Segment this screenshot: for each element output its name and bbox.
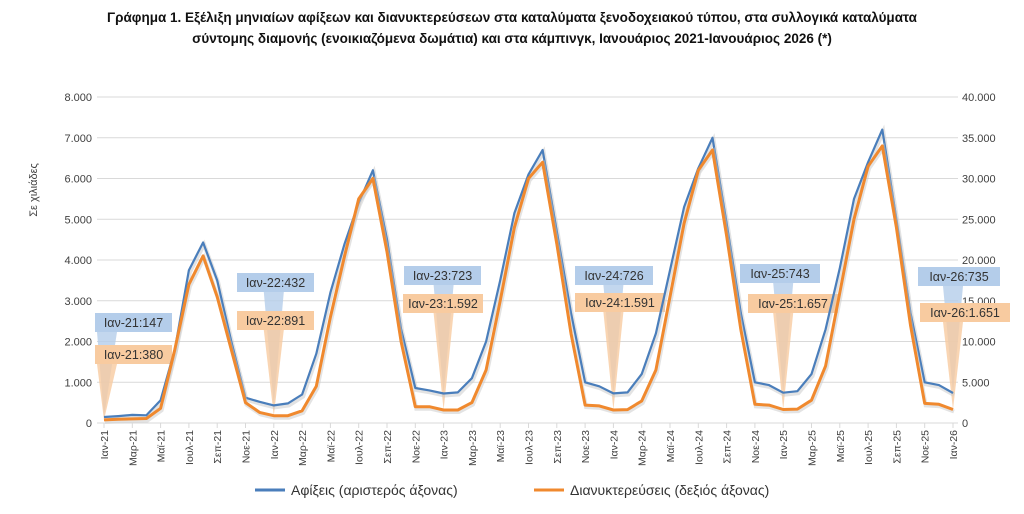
x-tick-label: Ιαν-23 bbox=[439, 430, 451, 460]
y-tick-label: 8.000 bbox=[64, 92, 92, 104]
y2-tick-label: 0 bbox=[962, 418, 968, 430]
x-tick-label: Μαρ-23 bbox=[467, 430, 479, 466]
x-tick-label: Ιαν-25 bbox=[778, 430, 790, 460]
callout-box-arrivals bbox=[404, 266, 481, 285]
y-tick-label: 7.000 bbox=[64, 133, 92, 145]
data-label-arrivals: Ιαν-21:147 bbox=[104, 316, 163, 330]
callout-box-overnights bbox=[575, 293, 665, 312]
x-tick-label: Σεπ-24 bbox=[722, 430, 734, 464]
x-tick-label: Μαϊ-22 bbox=[325, 430, 337, 462]
x-tick-label: Ιουλ-22 bbox=[354, 430, 366, 465]
callout-pointer-overnights bbox=[263, 330, 284, 416]
y2-tick-label: 30.000 bbox=[962, 174, 996, 186]
x-tick-label: Ιαν-22 bbox=[269, 430, 281, 460]
y-tick-label: 0 bbox=[86, 418, 92, 430]
x-tick-label: Μαρ-24 bbox=[637, 430, 649, 466]
y-tick-label: 2.000 bbox=[64, 337, 92, 349]
legend-arrivals-label: Αφίξεις (αριστερός άξονας) bbox=[291, 482, 458, 498]
x-tick-label: Σεπ-21 bbox=[212, 430, 224, 464]
callout-box-arrivals bbox=[95, 313, 172, 332]
x-tick-label: Μαρ-22 bbox=[297, 430, 309, 466]
x-tick-label: Σεπ-25 bbox=[891, 430, 903, 464]
data-label-arrivals: Ιαν-26:735 bbox=[929, 270, 988, 284]
data-label-overnights: Ιαν-25:1.657 bbox=[758, 297, 828, 311]
x-tick-label: Ιουλ-25 bbox=[863, 430, 875, 465]
x-tick-label: Νοε-23 bbox=[580, 430, 592, 463]
data-label-arrivals: Ιαν-22:432 bbox=[246, 276, 305, 290]
callout-box-overnights bbox=[95, 345, 172, 364]
y2-tick-label: 35.000 bbox=[962, 133, 996, 145]
x-tick-label: Μαρ-21 bbox=[127, 430, 139, 466]
x-tick-label: Μαϊ-25 bbox=[835, 430, 847, 462]
x-tick-label: Ιουλ-21 bbox=[184, 430, 196, 465]
callout-box-overnights bbox=[403, 294, 483, 313]
y-tick-label: 4.000 bbox=[64, 255, 92, 267]
x-tick-label: Μαϊ-24 bbox=[665, 430, 677, 462]
legend-overnights-label: Διανυκτερεύσεις (δεξιός άξονας) bbox=[570, 482, 769, 498]
callout-box-overnights bbox=[920, 303, 1010, 322]
x-tick-label: Ιαν-26 bbox=[948, 430, 960, 460]
y2-tick-label: 5.000 bbox=[962, 377, 990, 389]
x-tick-label: Μαρ-25 bbox=[807, 430, 819, 466]
y-tick-label: 1.000 bbox=[64, 377, 92, 389]
callout-pointer-overnights bbox=[943, 322, 963, 410]
callout-pointer-overnights bbox=[97, 364, 117, 420]
x-tick-label: Ιουλ-24 bbox=[693, 430, 705, 465]
callout-box-arrivals bbox=[918, 267, 1000, 286]
y-axis-label: Σε χιλιάδες bbox=[28, 163, 40, 217]
legend: Αφίξεις (αριστερός άξονας) Διανυκτερεύσε… bbox=[255, 482, 769, 498]
chart-title-line1: Γράφημα 1. Εξέλιξη μηνιαίων αφίξεων και … bbox=[107, 10, 918, 25]
data-label-overnights: Ιαν-22:891 bbox=[246, 314, 305, 328]
chart-title-line2: σύντομης διαμονής (ενοικιαζόμενα δωμάτια… bbox=[192, 31, 832, 46]
y2-tick-label: 20.000 bbox=[962, 255, 996, 267]
y-tick-label: 3.000 bbox=[64, 296, 92, 308]
y-tick-label: 6.000 bbox=[64, 174, 92, 186]
x-tick-label: Νοε-22 bbox=[410, 430, 422, 463]
series-shadow bbox=[104, 142, 955, 424]
x-tick-label: Ιουλ-23 bbox=[524, 430, 536, 465]
y2-tick-label: 40.000 bbox=[962, 92, 996, 104]
x-tick-label: Νοε-25 bbox=[920, 430, 932, 463]
x-tick-label: Ιαν-21 bbox=[99, 430, 111, 460]
data-label-arrivals: Ιαν-24:726 bbox=[584, 269, 643, 283]
callout-pointer-overnights bbox=[433, 313, 454, 411]
y2-tick-label: 25.000 bbox=[962, 214, 996, 226]
callout-pointer-overnights bbox=[603, 312, 624, 411]
callout-box-arrivals bbox=[237, 273, 314, 292]
x-tick-label: Σεπ-23 bbox=[552, 430, 564, 464]
data-label-overnights: Ιαν-21:380 bbox=[104, 348, 163, 362]
x-tick-label: Νοε-24 bbox=[750, 430, 762, 463]
x-tick-label: Ιαν-24 bbox=[608, 430, 620, 460]
x-tick-label: Μαϊ-21 bbox=[156, 430, 168, 462]
callout-box-overnights bbox=[748, 294, 838, 313]
data-label-overnights: Ιαν-23:1.592 bbox=[408, 297, 478, 311]
data-label-overnights: Ιαν-24:1.591 bbox=[585, 296, 655, 310]
callout-box-arrivals bbox=[575, 266, 653, 285]
x-tick-label: Σεπ-22 bbox=[382, 430, 394, 464]
data-label-arrivals: Ιαν-23:723 bbox=[413, 269, 472, 283]
callout-box-arrivals bbox=[740, 264, 820, 283]
y-tick-label: 5.000 bbox=[64, 214, 92, 226]
data-label-overnights: Ιαν-26:1.651 bbox=[930, 306, 1000, 320]
callout-box-overnights bbox=[237, 311, 314, 330]
x-tick-label: Μαϊ-23 bbox=[495, 430, 507, 462]
callout-pointer-overnights bbox=[773, 313, 794, 410]
y2-tick-label: 10.000 bbox=[962, 337, 996, 349]
data-label-arrivals: Ιαν-25:743 bbox=[750, 267, 809, 281]
x-tick-label: Νοε-21 bbox=[241, 430, 253, 463]
